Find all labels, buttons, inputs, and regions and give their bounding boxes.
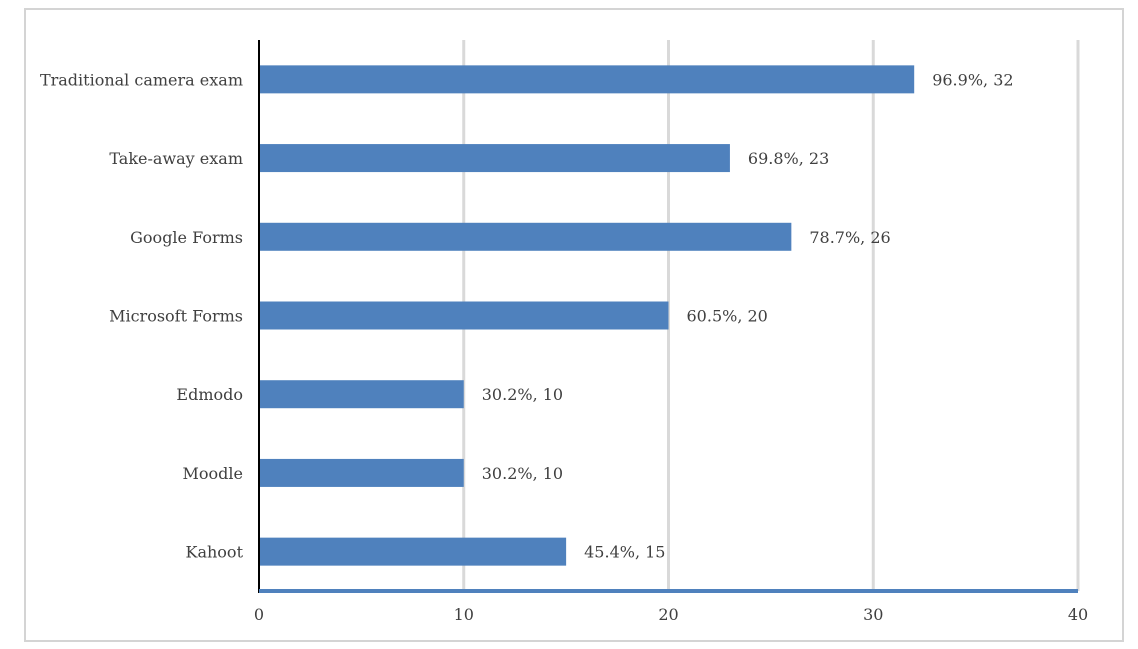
category-label-1: Take-away exam — [109, 149, 243, 168]
data-label-4: 30.2%, 10 — [482, 385, 563, 404]
bar-1 — [259, 144, 730, 173]
category-label-5: Moodle — [183, 464, 243, 483]
category-label-0: Traditional camera exam — [40, 70, 243, 89]
bar-4 — [259, 380, 464, 409]
x-tick-label-40: 40 — [1068, 605, 1088, 624]
x-tick-label-0: 0 — [254, 605, 264, 624]
category-label-4: Edmodo — [176, 385, 243, 404]
category-label-2: Google Forms — [130, 228, 243, 247]
category-label-6: Kahoot — [186, 543, 244, 562]
bar-2 — [259, 222, 792, 251]
bar-3 — [259, 301, 669, 330]
data-label-2: 78.7%, 26 — [809, 228, 890, 247]
bar-0 — [259, 65, 915, 94]
category-label-3: Microsoft Forms — [109, 307, 243, 326]
axes — [258, 40, 1078, 593]
bars — [259, 65, 915, 566]
data-label-5: 30.2%, 10 — [482, 464, 563, 483]
bar-5 — [259, 458, 464, 487]
labels: Traditional camera exam 96.9%, 32 Take-awa… — [40, 70, 1088, 624]
x-tick-label-20: 20 — [658, 605, 678, 624]
x-tick-label-30: 30 — [863, 605, 883, 624]
data-label-3: 60.5%, 20 — [687, 307, 768, 326]
data-label-6: 45.4%, 15 — [584, 543, 665, 562]
bar-6 — [259, 537, 567, 566]
chart-frame — [24, 8, 1124, 642]
data-label-1: 69.8%, 23 — [748, 149, 829, 168]
x-tick-label-10: 10 — [454, 605, 474, 624]
data-label-0: 96.9%, 32 — [932, 70, 1013, 89]
